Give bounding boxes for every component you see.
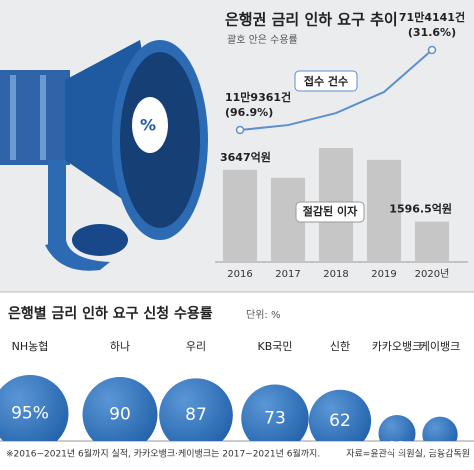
line — [239, 49, 433, 131]
bank-label: 카카오뱅크 — [372, 340, 423, 353]
bank-label: 신한 — [330, 340, 350, 353]
bubble-label: 95% — [11, 404, 49, 424]
bubble — [159, 378, 233, 441]
legend-box — [295, 201, 365, 223]
bubble — [241, 384, 309, 441]
bubble — [308, 389, 372, 441]
bar — [223, 169, 257, 262]
point-label: 11만9361건 — [225, 90, 291, 104]
legend-label: 절감된 이자 — [303, 204, 358, 218]
chart-title: 은행권 금리 인하 요구 추이 — [225, 11, 398, 29]
rate-label: (31.6%) — [408, 26, 456, 39]
point-label: 71만4141건 — [399, 10, 465, 24]
bank-label: 우리 — [186, 340, 206, 353]
bank-label: NH농협 — [12, 340, 49, 353]
x-tick-label: 2018 — [323, 269, 348, 280]
bubble-label: 22 — [388, 439, 406, 455]
footnote: ※2016~2021년 6월까지 실적, 카카오뱅크·케이뱅크는 2017~20… — [6, 448, 320, 460]
unit-label: 단위: % — [246, 308, 280, 321]
svg-text:%: % — [140, 116, 156, 135]
bar-label: 1596.5억원 — [389, 202, 452, 216]
bubble — [378, 414, 416, 441]
line-point — [427, 45, 437, 55]
bubbles — [0, 375, 458, 441]
bank-label: 하나 — [110, 339, 130, 353]
source: 자료=윤관석 의원실, 금융감독원 — [346, 448, 470, 460]
bubble-label: 90 — [109, 405, 131, 425]
legend-label: 접수 건수 — [304, 74, 348, 88]
bubble-label: 73 — [264, 408, 286, 428]
chart-title: 은행별 금리 인하 요구 신청 수용률 — [8, 305, 213, 322]
x-tick-label: 2017 — [275, 269, 300, 280]
bar-label: 3647억원 — [220, 150, 271, 164]
legend-box — [294, 70, 358, 92]
bar — [367, 159, 401, 262]
bubble — [0, 375, 69, 441]
x-tick-label: 2016 — [227, 269, 252, 280]
line-point — [235, 125, 245, 135]
bubble — [82, 377, 158, 441]
bubble — [422, 416, 458, 441]
bank-label: KB국민 — [258, 340, 293, 353]
x-tick-label: 2020년 — [415, 268, 450, 280]
rate-label: (96.9%) — [225, 106, 273, 119]
bubble-label: 20 — [431, 440, 449, 456]
chart-subtitle: 괄호 안은 수용률 — [227, 34, 298, 46]
x-tick-label: 2019 — [371, 269, 396, 280]
bank-label: 케이뱅크 — [420, 340, 460, 353]
bubble-label: 62 — [329, 411, 351, 431]
bar — [415, 221, 449, 262]
megaphone-illustration: % — [0, 40, 208, 271]
bubble-label: 87 — [185, 405, 207, 425]
